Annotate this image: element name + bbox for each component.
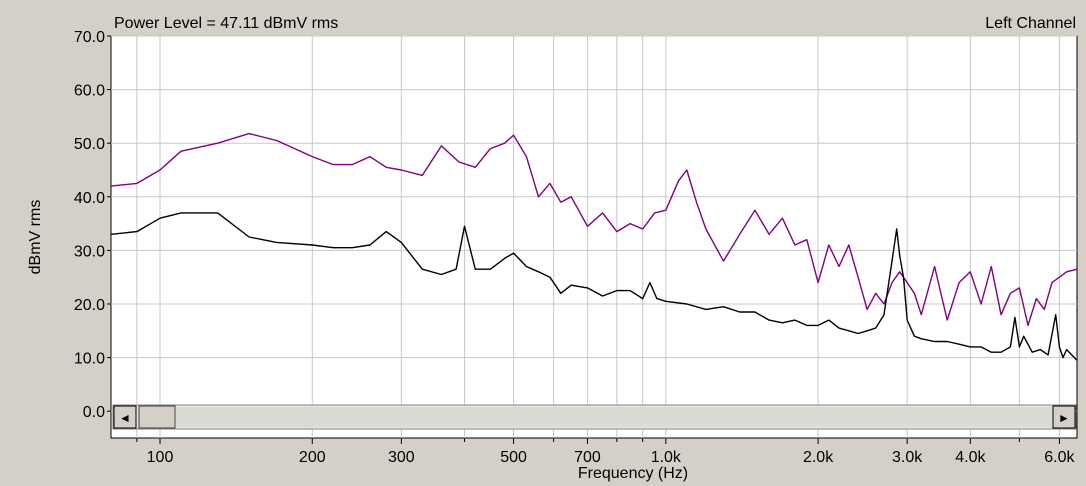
scrollbar-track-pattern	[176, 407, 1052, 427]
y-tick-label: 40.0	[74, 190, 105, 207]
x-tick-label: 3.0k	[892, 449, 923, 466]
x-tick-label: 200	[299, 449, 326, 466]
x-tick-label: 500	[500, 449, 527, 466]
scroll-right-button[interactable]	[1052, 405, 1076, 429]
scroll-left-button[interactable]	[113, 405, 137, 429]
x-tick-label: 100	[147, 449, 174, 466]
scroll-left-arrow-icon: ◄	[119, 411, 131, 425]
y-tick-label: 70.0	[74, 29, 105, 46]
y-tick-label: 20.0	[74, 297, 105, 314]
x-tick-label: 2.0k	[803, 449, 834, 466]
scroll-right-arrow-icon: ►	[1058, 411, 1070, 425]
grid-lines	[111, 35, 1077, 438]
series-line-upper	[110, 132, 1078, 327]
y-tick-label: 60.0	[74, 83, 105, 100]
y-tick-label: 0.0	[83, 404, 105, 421]
series-line-lower	[110, 212, 1078, 361]
x-tick-label: 6.0k	[1044, 449, 1075, 466]
x-tick-label: 300	[388, 449, 415, 466]
x-tick-label: 4.0k	[955, 449, 986, 466]
y-tick-label: 50.0	[74, 136, 105, 153]
y-axis-label: dBmV rms	[27, 200, 44, 275]
horizontal-scrollbar[interactable]: ◄ ►	[112, 404, 1077, 430]
x-tick-label: 700	[574, 449, 601, 466]
series-layer	[110, 132, 1078, 361]
scroll-thumb[interactable]	[138, 405, 176, 429]
x-tick-label: 1.0k	[651, 449, 682, 466]
channel-label: Left Channel	[985, 15, 1076, 32]
x-axis-label: Frequency (Hz)	[578, 465, 688, 482]
power-level-label: Power Level = 47.11 dBmV rms	[114, 15, 338, 32]
plot-area	[110, 35, 1078, 439]
y-tick-label: 30.0	[74, 243, 105, 260]
y-tick-label: 10.0	[74, 351, 105, 368]
tick-labels: 0.0 10.0 20.0 30.0 40.0 50.0 60.0 70.0 100 200 300…	[74, 29, 1076, 466]
